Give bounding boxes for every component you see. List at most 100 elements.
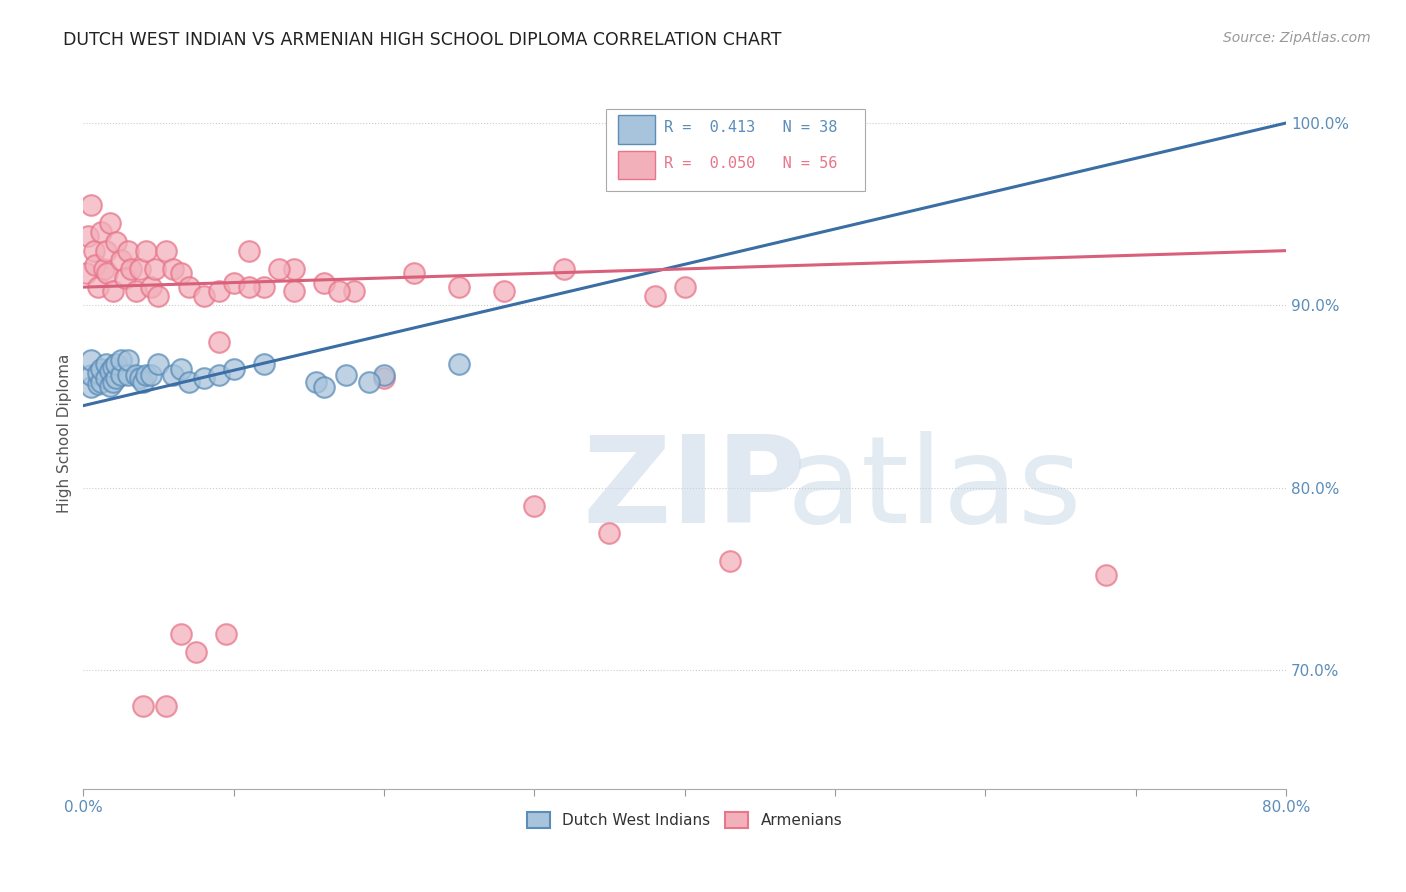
Text: Source: ZipAtlas.com: Source: ZipAtlas.com — [1223, 31, 1371, 45]
Text: ZIP: ZIP — [582, 432, 806, 549]
Point — [110, 353, 132, 368]
Point — [135, 244, 157, 258]
Point — [305, 375, 328, 389]
Point — [94, 244, 117, 258]
Point — [215, 626, 238, 640]
Point — [343, 284, 366, 298]
FancyBboxPatch shape — [619, 151, 655, 179]
Point — [87, 280, 110, 294]
Point — [155, 244, 177, 258]
Point — [83, 244, 105, 258]
Point — [193, 289, 215, 303]
Point — [103, 375, 125, 389]
Point — [222, 277, 245, 291]
Point — [103, 360, 125, 375]
Point — [129, 261, 152, 276]
Point — [132, 699, 155, 714]
Point — [148, 357, 170, 371]
Point — [98, 378, 121, 392]
Point — [177, 280, 200, 294]
Point — [449, 357, 471, 371]
Point — [135, 368, 157, 382]
Point — [177, 375, 200, 389]
FancyBboxPatch shape — [606, 110, 865, 191]
Point — [162, 261, 184, 276]
Point — [312, 277, 335, 291]
Point — [94, 357, 117, 371]
Point — [90, 362, 112, 376]
Point — [94, 371, 117, 385]
Point — [129, 371, 152, 385]
Legend: Dutch West Indians, Armenians: Dutch West Indians, Armenians — [520, 806, 848, 834]
Point — [253, 280, 276, 294]
Point — [553, 261, 575, 276]
Point — [328, 284, 350, 298]
Point — [93, 261, 115, 276]
Point — [117, 244, 139, 258]
Point — [373, 371, 395, 385]
Point — [90, 375, 112, 389]
Text: R =  0.413   N = 38: R = 0.413 N = 38 — [664, 120, 838, 136]
Point — [155, 699, 177, 714]
Point — [103, 284, 125, 298]
Point — [125, 368, 148, 382]
Point — [1094, 568, 1116, 582]
Point — [184, 645, 207, 659]
Point — [207, 284, 229, 298]
Point — [132, 375, 155, 389]
Point — [238, 280, 260, 294]
Point — [402, 266, 425, 280]
Point — [80, 368, 103, 382]
Point — [139, 280, 162, 294]
Point — [117, 353, 139, 368]
Point — [110, 252, 132, 267]
Point — [207, 334, 229, 349]
Text: atlas: atlas — [787, 432, 1083, 549]
Point — [170, 626, 193, 640]
Point — [170, 266, 193, 280]
Point — [114, 271, 136, 285]
Point — [335, 368, 357, 382]
Point — [207, 368, 229, 382]
Point — [312, 380, 335, 394]
Point — [494, 284, 516, 298]
Point — [80, 353, 103, 368]
Point — [283, 261, 305, 276]
Point — [145, 261, 167, 276]
Point — [283, 284, 305, 298]
Point — [449, 280, 471, 294]
Point — [75, 266, 97, 280]
Point — [84, 258, 107, 272]
Point — [357, 375, 380, 389]
Point — [193, 371, 215, 385]
Point — [105, 235, 128, 249]
Text: R =  0.050   N = 56: R = 0.050 N = 56 — [664, 156, 838, 171]
Point — [718, 553, 741, 567]
Text: DUTCH WEST INDIAN VS ARMENIAN HIGH SCHOOL DIPLOMA CORRELATION CHART: DUTCH WEST INDIAN VS ARMENIAN HIGH SCHOO… — [63, 31, 782, 49]
Point — [76, 229, 98, 244]
FancyBboxPatch shape — [619, 115, 655, 144]
Point — [105, 371, 128, 385]
Point — [373, 368, 395, 382]
Point — [673, 280, 696, 294]
Point — [125, 284, 148, 298]
Y-axis label: High School Diploma: High School Diploma — [58, 353, 72, 513]
Point — [105, 357, 128, 371]
Point — [644, 289, 666, 303]
Point — [117, 368, 139, 382]
Point — [598, 526, 620, 541]
Point — [96, 266, 118, 280]
Point — [523, 499, 546, 513]
Point — [80, 198, 103, 212]
Point — [238, 244, 260, 258]
Point — [110, 368, 132, 382]
Point — [90, 226, 112, 240]
Point — [98, 364, 121, 378]
Point — [80, 380, 103, 394]
Point — [148, 289, 170, 303]
Point — [120, 261, 142, 276]
Point — [170, 362, 193, 376]
Point — [253, 357, 276, 371]
Point — [98, 216, 121, 230]
Point — [139, 368, 162, 382]
